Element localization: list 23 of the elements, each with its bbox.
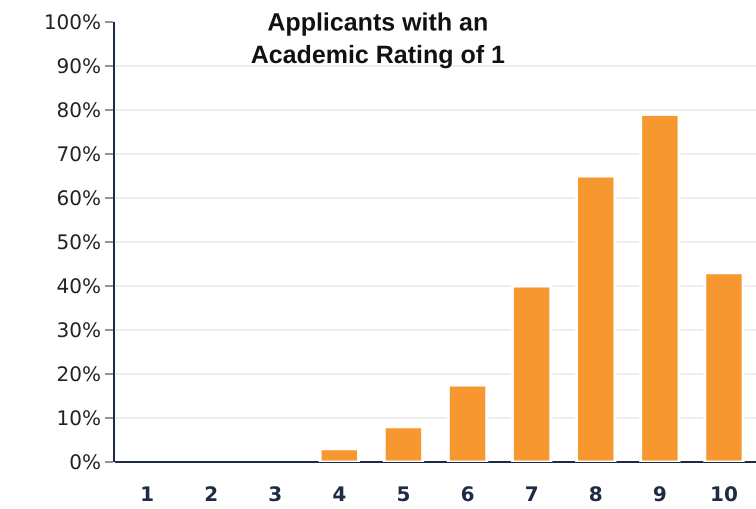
- y-tick-label: 90%: [56, 54, 101, 78]
- y-tick-label: 100%: [44, 10, 101, 34]
- y-tick-label: 30%: [56, 318, 101, 342]
- y-tick-label: 20%: [56, 362, 101, 386]
- x-tick-label: 4: [332, 482, 346, 506]
- y-tick-label: 40%: [56, 274, 101, 298]
- y-tick-label: 10%: [56, 406, 101, 430]
- y-tick-label: 0%: [69, 450, 101, 474]
- y-tick-label: 60%: [56, 186, 101, 210]
- bar: [510, 284, 552, 462]
- chart-title: Applicants with an Academic Rating of 1: [250, 8, 506, 70]
- y-tick-label: 70%: [56, 142, 101, 166]
- x-tick-label: 2: [204, 482, 218, 506]
- x-tick-label: 3: [268, 482, 282, 506]
- x-tick-label: 1: [140, 482, 154, 506]
- y-tick-label: 50%: [56, 230, 101, 254]
- y-tick-label: 80%: [56, 98, 101, 122]
- x-tick-label: 6: [460, 482, 475, 506]
- x-tick-label: 10: [710, 482, 738, 506]
- x-tick-label: 7: [524, 482, 539, 506]
- x-tick-label: 8: [588, 482, 603, 506]
- x-tick-label: 5: [396, 482, 410, 506]
- x-tick-label: 9: [652, 482, 667, 506]
